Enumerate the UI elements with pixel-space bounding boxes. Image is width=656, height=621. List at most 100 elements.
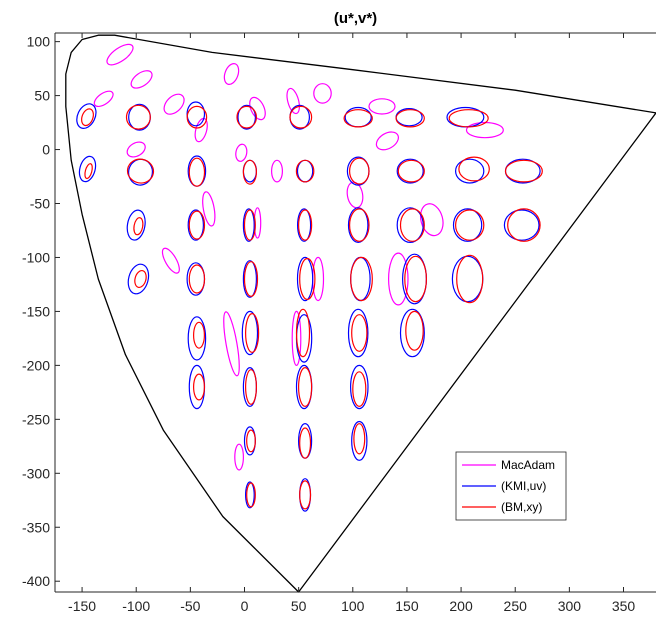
y-tick-label: -300 <box>22 465 50 481</box>
y-tick-label: 100 <box>27 34 51 50</box>
ellipse-mark <box>235 143 248 162</box>
ellipse-mark <box>241 310 259 356</box>
y-tick-label: -250 <box>22 411 50 427</box>
ellipse-mark <box>246 482 256 508</box>
ellipse-mark <box>244 481 255 509</box>
ellipse-mark <box>130 70 153 89</box>
ellipse-mark <box>271 159 284 183</box>
ellipse-mark <box>455 158 485 184</box>
ellipse-mark <box>188 157 206 187</box>
y-tick-label: -350 <box>22 519 50 535</box>
ellipse-mark <box>291 310 302 366</box>
ellipse-mark <box>193 373 206 401</box>
ellipse-mark <box>242 208 255 242</box>
ellipse-mark <box>126 209 146 241</box>
ellipse-mark <box>93 90 114 108</box>
ellipse-mark <box>242 159 257 185</box>
ellipse-mark <box>126 158 155 184</box>
ellipse-mark <box>387 252 409 306</box>
x-tick-label: 0 <box>241 598 249 614</box>
x-tick-label: 100 <box>341 598 365 614</box>
ellipse-mark <box>343 109 373 128</box>
ellipse-mark <box>133 217 144 236</box>
ellipse-layer <box>76 43 543 512</box>
ellipse-mark <box>193 321 206 349</box>
ellipse-mark <box>186 105 208 129</box>
ellipse-mark <box>188 264 206 294</box>
ellipse-mark <box>243 261 259 297</box>
ellipse-mark <box>507 208 541 242</box>
ellipse-mark <box>455 209 485 241</box>
ellipse-mark <box>347 207 369 244</box>
ellipse-mark <box>125 104 151 130</box>
ellipse-mark <box>295 159 315 183</box>
ellipse-mark <box>405 310 424 351</box>
ellipse-mark <box>396 158 424 184</box>
ellipse-mark <box>352 371 367 408</box>
ellipse-mark <box>84 163 93 180</box>
y-tick-label: -100 <box>22 249 50 265</box>
ellipse-mark <box>353 423 366 455</box>
ellipse-mark <box>299 427 312 459</box>
ellipse-mark <box>245 313 260 354</box>
ellipse-mark <box>298 367 313 408</box>
ellipse-mark <box>399 208 425 242</box>
ellipse-mark <box>289 105 313 129</box>
ellipse-mark <box>350 256 373 302</box>
ellipse-mark <box>249 96 266 121</box>
ellipse-mark <box>348 208 370 242</box>
x-tick-label: -150 <box>68 598 96 614</box>
ellipse-mark <box>399 308 425 358</box>
y-tick-label: 0 <box>42 142 50 158</box>
legend-label: MacAdam <box>501 458 555 472</box>
ellipse-mark <box>351 420 368 461</box>
ellipse-mark <box>368 98 396 115</box>
ellipse-mark <box>242 260 257 298</box>
x-tick-label: -100 <box>122 598 150 614</box>
x-tick-label: 50 <box>291 598 307 614</box>
x-tick-label: 150 <box>395 598 419 614</box>
ellipse-mark <box>187 316 207 361</box>
ellipse-mark <box>236 105 257 129</box>
x-tick-label: 200 <box>449 598 473 614</box>
ellipse-mark <box>78 155 97 183</box>
ellipse-mark <box>188 210 206 240</box>
ellipse-mark <box>448 109 489 128</box>
ellipse-mark <box>237 104 256 130</box>
chart-title: (u*,v*) <box>334 10 377 27</box>
ellipse-mark <box>234 443 245 471</box>
ellipse-mark <box>504 159 543 183</box>
ellipse-mark <box>81 108 94 127</box>
series-macadam <box>93 43 504 471</box>
ellipse-mark <box>161 247 180 274</box>
ellipse-mark <box>187 209 204 241</box>
ellipse-mark <box>106 43 134 66</box>
ellipse-mark <box>297 208 312 242</box>
ellipse-mark <box>299 480 312 510</box>
ellipse-mark <box>296 256 314 302</box>
ellipse-mark <box>134 269 147 289</box>
ellipse-mark <box>223 63 240 85</box>
ellipse-mark <box>127 263 150 295</box>
legend: MacAdam (KMI,uv) (BM,xy) <box>455 451 567 521</box>
x-tick-label: -50 <box>180 598 200 614</box>
boundary-layer <box>65 34 656 593</box>
legend-label: (BM,xy) <box>501 500 542 514</box>
ellipse-mark <box>299 257 316 301</box>
ellipse-mark <box>298 209 313 241</box>
ellipse-mark <box>348 157 370 185</box>
y-tick-label: 50 <box>34 88 50 104</box>
ellipse-mark <box>458 156 490 182</box>
ellipse-mark <box>163 93 185 115</box>
ellipse-mark <box>419 203 444 237</box>
legend-label: (KMI,uv) <box>501 479 546 493</box>
ellipse-mark <box>223 311 240 377</box>
ellipse-mark <box>452 208 483 242</box>
ellipse-mark <box>245 369 258 405</box>
ellipse-mark <box>397 159 425 183</box>
ellipse-mark <box>286 87 300 115</box>
ellipse-mark <box>349 364 369 410</box>
ellipse-mark <box>246 429 256 453</box>
axis-layer: -150 -100 -50 0 50 100 150 200 250 300 350 100 50 0 -5… <box>22 32 656 614</box>
